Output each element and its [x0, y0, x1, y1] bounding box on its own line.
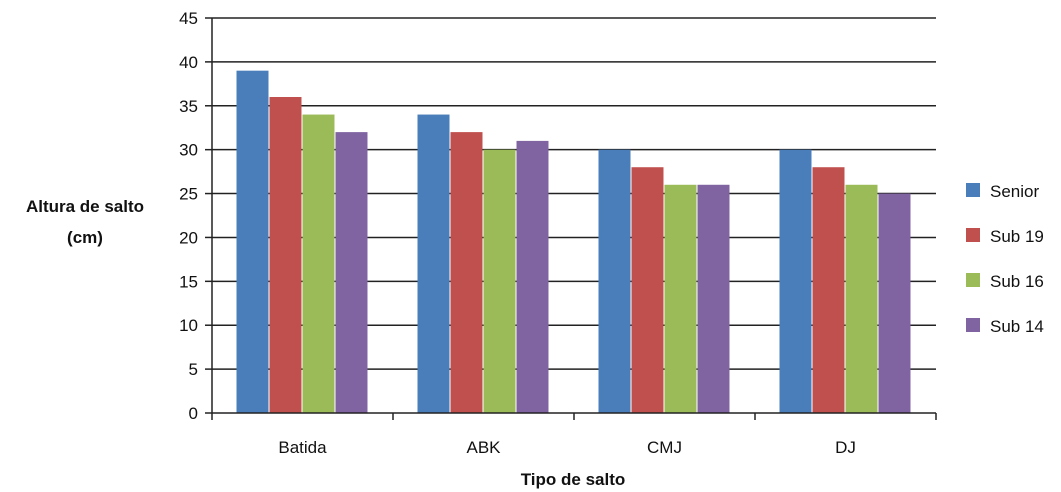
bar-sub-19-cmj [631, 167, 664, 413]
y-tick-label: 35 [179, 97, 198, 116]
legend-label: Sub 19 [990, 227, 1044, 246]
bar-senior-abk [417, 114, 450, 414]
x-axis-title: Tipo de salto [521, 470, 626, 489]
legend-label: Sub 14 [990, 317, 1044, 336]
bar-senior-cmj [598, 149, 631, 413]
bar-sub-19-dj [812, 167, 845, 413]
bar-sub-16-abk [483, 149, 516, 413]
y-axis-title-line-2: (cm) [67, 228, 103, 247]
bar-senior-dj [779, 149, 812, 413]
bar-sub-16-dj [845, 184, 878, 413]
legend-label: Sub 16 [990, 272, 1044, 291]
y-tick-label: 25 [179, 185, 198, 204]
y-tick-label: 0 [189, 404, 198, 423]
bar-sub-14-dj [878, 193, 911, 413]
x-tick-label: Batida [278, 438, 327, 457]
bar-sub-19-abk [450, 132, 483, 413]
legend-swatch [966, 273, 980, 287]
x-tick-label: ABK [466, 438, 501, 457]
bar-sub-16-batida [302, 114, 335, 414]
y-tick-label: 20 [179, 228, 198, 247]
axes [211, 18, 937, 420]
bars [236, 70, 911, 414]
bar-sub-16-cmj [664, 184, 697, 413]
bar-sub-14-cmj [697, 184, 730, 413]
bar-sub-14-batida [335, 132, 368, 413]
bar-sub-19-batida [269, 97, 302, 413]
legend-label: Senior [990, 182, 1039, 201]
y-tick-label: 45 [179, 9, 198, 28]
x-tick-label: CMJ [647, 438, 682, 457]
bar-senior-batida [236, 70, 269, 414]
legend-swatch [966, 318, 980, 332]
legend: Senior Sub 19 Sub 16 Sub 14 [966, 182, 1044, 336]
y-axis-title-line-1: Altura de salto [26, 197, 144, 216]
legend-swatch [966, 228, 980, 242]
y-tick-labels: 0 5 10 15 20 25 30 35 40 45 [179, 9, 198, 423]
legend-swatch [966, 183, 980, 197]
y-tick-label: 30 [179, 141, 198, 160]
y-tick-label: 15 [179, 272, 198, 291]
y-tick-label: 5 [189, 360, 198, 379]
bar-sub-14-abk [516, 140, 549, 413]
x-tick-labels: Batida ABK CMJ DJ [278, 438, 855, 457]
x-tick-label: DJ [835, 438, 856, 457]
y-tick-label: 40 [179, 53, 198, 72]
y-tick-label: 10 [179, 316, 198, 335]
